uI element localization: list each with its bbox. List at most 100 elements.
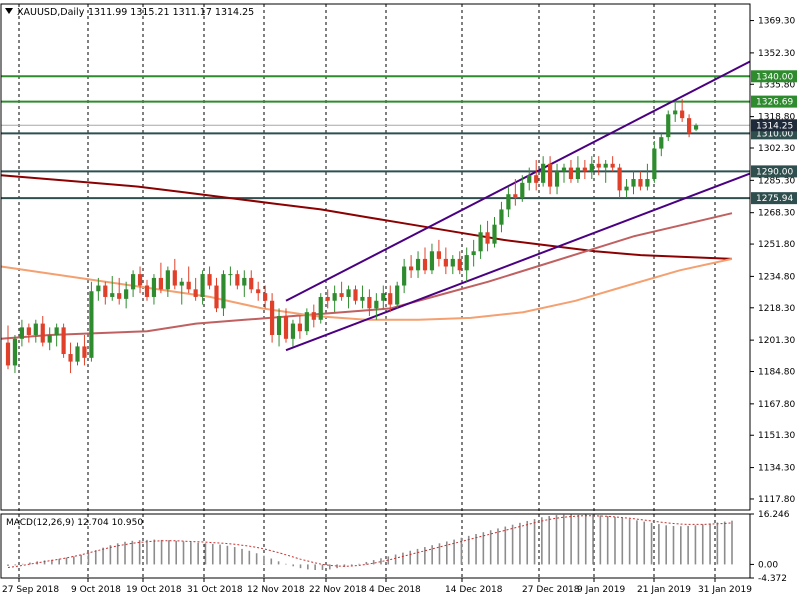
candle-body-17 <box>124 289 129 299</box>
candle-37 <box>263 285 268 309</box>
main-frame <box>0 3 751 511</box>
candle-body-78 <box>548 163 553 187</box>
candle-51 <box>360 285 365 309</box>
candle-body-66 <box>464 255 469 271</box>
candle-body-18 <box>131 274 136 290</box>
candle-body-56 <box>395 285 400 305</box>
candle-15 <box>110 276 115 301</box>
candle-body-50 <box>353 289 358 301</box>
candle-29 <box>207 266 212 290</box>
candle-body-72 <box>506 194 511 210</box>
candle-13 <box>96 277 101 301</box>
candle-body-81 <box>568 167 574 180</box>
candle-body-38 <box>270 300 275 335</box>
x-tick-label-9: 9 Jan 2019 <box>577 585 625 595</box>
candle-body-28 <box>200 274 205 297</box>
macd-frame <box>0 513 751 579</box>
candle-body-73 <box>513 194 518 199</box>
candle-body-11 <box>82 346 87 358</box>
candle-72 <box>506 186 511 218</box>
candle-17 <box>124 281 129 309</box>
candle-42 <box>297 315 302 339</box>
candle-96 <box>673 102 678 122</box>
candle-86 <box>603 159 608 183</box>
candle-body-9 <box>68 354 73 362</box>
candle-67 <box>471 239 476 267</box>
candle-body-91 <box>638 179 643 187</box>
candle-body-74 <box>520 182 525 199</box>
level-label-5: 1314.25 <box>756 121 793 131</box>
x-tick-label-7: 14 Dec 2018 <box>445 585 503 595</box>
candle-body-31 <box>221 274 226 309</box>
candle-body-43 <box>304 312 309 332</box>
candle-body-67 <box>471 251 476 256</box>
candle-41 <box>290 319 296 347</box>
candle-61 <box>429 243 435 275</box>
candle-66 <box>464 247 469 282</box>
x-tick-label-0: 27 Sep 2018 <box>2 585 59 595</box>
collapse-triangle-icon[interactable] <box>5 8 13 14</box>
candle-body-32 <box>228 274 233 276</box>
candle-44 <box>311 304 316 328</box>
candle-body-27 <box>193 289 198 297</box>
candle-body-71 <box>499 209 504 225</box>
candle-body-46 <box>325 296 330 301</box>
candle-body-88 <box>617 167 622 191</box>
candle-82 <box>575 156 580 183</box>
price-axis: 1369.30 1352.30 1335.80 1318.80 1302.30 1285.… <box>750 17 797 505</box>
candle-92 <box>645 163 650 191</box>
candles <box>5 99 699 374</box>
candle-94 <box>659 133 664 157</box>
candle-65 <box>457 251 462 275</box>
candle-body-47 <box>332 293 337 301</box>
x-tick-label-4: 12 Nov 2018 <box>247 585 305 595</box>
y-tick-label-13: 1151.30 <box>758 431 795 441</box>
candle-50 <box>353 285 358 305</box>
y-tick-label-14: 1134.30 <box>758 464 795 474</box>
candle-body-8 <box>61 327 66 355</box>
candle-23 <box>165 266 170 297</box>
candle-body-4 <box>33 323 38 335</box>
candle-body-15 <box>110 293 115 297</box>
candle-1 <box>12 334 18 374</box>
candle-95 <box>666 110 671 141</box>
candle-body-45 <box>318 296 323 320</box>
candle-99 <box>693 123 699 132</box>
candle-body-7 <box>54 327 59 335</box>
candle-69 <box>485 220 490 252</box>
level-label-3: 1290.00 <box>756 167 793 177</box>
candle-5 <box>40 315 45 347</box>
level-label-box-1 <box>751 95 797 108</box>
candle-79 <box>554 163 560 195</box>
candle-62 <box>436 239 441 267</box>
candle-71 <box>499 201 504 233</box>
candle-body-84 <box>589 163 594 172</box>
macd-y-tick-label-2: -4.372 <box>758 574 787 584</box>
candle-body-0 <box>5 342 11 366</box>
candle-body-36 <box>256 289 261 294</box>
candle-30 <box>214 277 219 313</box>
level-label-4: 1275.94 <box>756 194 793 204</box>
candle-body-34 <box>242 277 247 286</box>
candle-7 <box>54 323 59 347</box>
candle-body-94 <box>659 137 664 149</box>
candle-body-55 <box>388 293 393 305</box>
candle-31 <box>221 270 226 316</box>
candle-68 <box>478 224 483 259</box>
y-tick-label-8: 1234.80 <box>758 272 795 282</box>
candle-34 <box>242 270 247 297</box>
candle-81 <box>568 159 574 183</box>
candle-body-14 <box>103 285 108 297</box>
candle-83 <box>582 159 587 180</box>
x-tick-label-3: 31 Oct 2018 <box>187 585 243 595</box>
candle-body-68 <box>478 232 483 252</box>
candle-body-1 <box>12 338 18 366</box>
candle-74 <box>520 175 525 202</box>
candle-body-69 <box>485 232 490 244</box>
y-tick-label-0: 1369.30 <box>758 17 795 27</box>
candle-85 <box>596 156 601 176</box>
candle-64 <box>450 255 455 275</box>
candle-body-21 <box>151 277 157 297</box>
